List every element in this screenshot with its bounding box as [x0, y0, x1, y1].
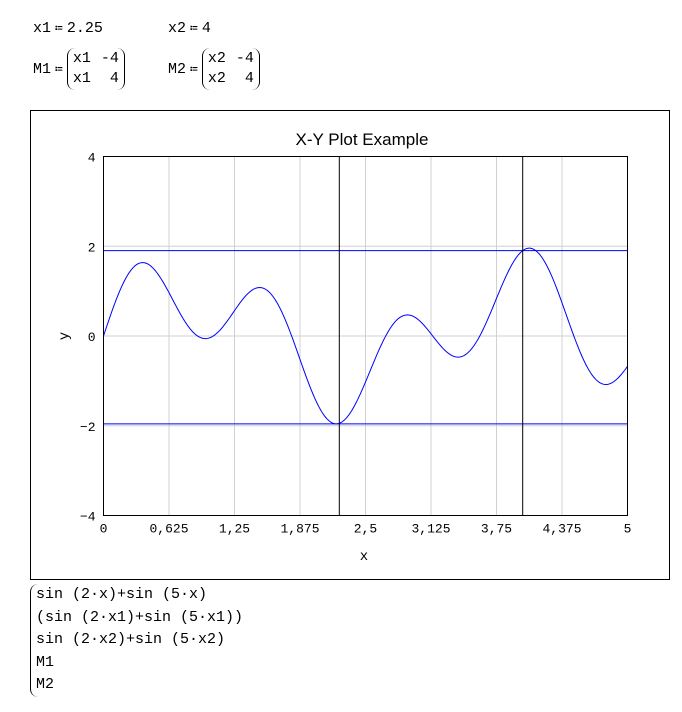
- matrix-cell: 4: [244, 70, 254, 87]
- x2-definition[interactable]: x2 ≔ 4: [168, 20, 211, 37]
- x-tick-label: 1,25: [219, 522, 250, 537]
- assign-symbol: ≔: [190, 21, 198, 36]
- series: [103, 156, 628, 516]
- M2-definition[interactable]: M2 ≔ x2 -4 x2 4: [168, 48, 260, 90]
- matrix: x2 -4 x2 4: [201, 48, 260, 90]
- plot-area: [103, 156, 628, 516]
- y-tick-label: 0: [88, 330, 96, 345]
- x-tick-label: 2,5: [354, 522, 377, 537]
- trace-expression[interactable]: M1: [36, 653, 55, 671]
- trace-expression[interactable]: (sin (2·x1)+sin (5·x1)): [36, 608, 244, 626]
- var-name: M1: [33, 60, 52, 78]
- tick-labels: 0 0,625 1,25 1,875 2,5 3,125 3,75 4,375 5 4 2 0 −2 −4: [80, 151, 632, 537]
- trace-expression[interactable]: sin (2·x)+sin (5·x): [36, 586, 208, 603]
- var-value: 4: [201, 20, 211, 37]
- matrix-cell: -4: [235, 50, 254, 67]
- matrix: x1 -4 x1 4: [66, 48, 125, 90]
- x-tick-label: 5: [624, 522, 632, 537]
- matrix-cell: x1: [72, 50, 91, 67]
- chart-title: X-Y Plot Example: [296, 130, 429, 149]
- grid: [103, 156, 628, 516]
- x-tick-label: 3,75: [481, 522, 512, 537]
- trace-expressions[interactable]: sin (2·x)+sin (5·x) (sin (2·x1)+sin (5·x…: [30, 584, 243, 697]
- matrix-cell: x1: [72, 70, 91, 87]
- var-name: x1: [33, 20, 52, 37]
- x-tick-label: 3,125: [411, 522, 450, 537]
- var-value: 2.25: [66, 20, 103, 37]
- matrix-cell: x2: [207, 70, 226, 87]
- y-tick-label: −2: [80, 420, 96, 435]
- assign-symbol: ≔: [190, 61, 198, 77]
- y-tick-label: −4: [80, 510, 96, 525]
- matrix-cell: 4: [109, 70, 119, 87]
- matrix-cell: x2: [207, 50, 226, 67]
- assign-symbol: ≔: [55, 21, 63, 36]
- plot-frame: [30, 110, 670, 580]
- y-tick-label: 4: [88, 151, 96, 166]
- trace-expression[interactable]: sin (2·x2)+sin (5·x2): [36, 631, 226, 648]
- x-tick-label: 4,375: [542, 522, 581, 537]
- matrix-cell: -4: [100, 50, 119, 67]
- curve-sin2x-sin5x: [103, 247, 628, 425]
- var-name: M2: [168, 60, 187, 78]
- y-axis-label: y: [57, 332, 73, 340]
- y-tick-label: 2: [88, 240, 96, 255]
- x-tick-label: 0,625: [149, 522, 188, 537]
- var-name: x2: [168, 20, 187, 37]
- x-axis-label: x: [360, 549, 368, 565]
- x-tick-label: 0: [100, 522, 108, 537]
- trace-expression[interactable]: M2: [36, 676, 55, 693]
- x-tick-label: 1,875: [280, 522, 319, 537]
- x1-definition[interactable]: x1 ≔ 2.25: [33, 20, 103, 37]
- M1-definition[interactable]: M1 ≔ x1 -4 x1 4: [33, 48, 125, 90]
- assign-symbol: ≔: [55, 61, 63, 77]
